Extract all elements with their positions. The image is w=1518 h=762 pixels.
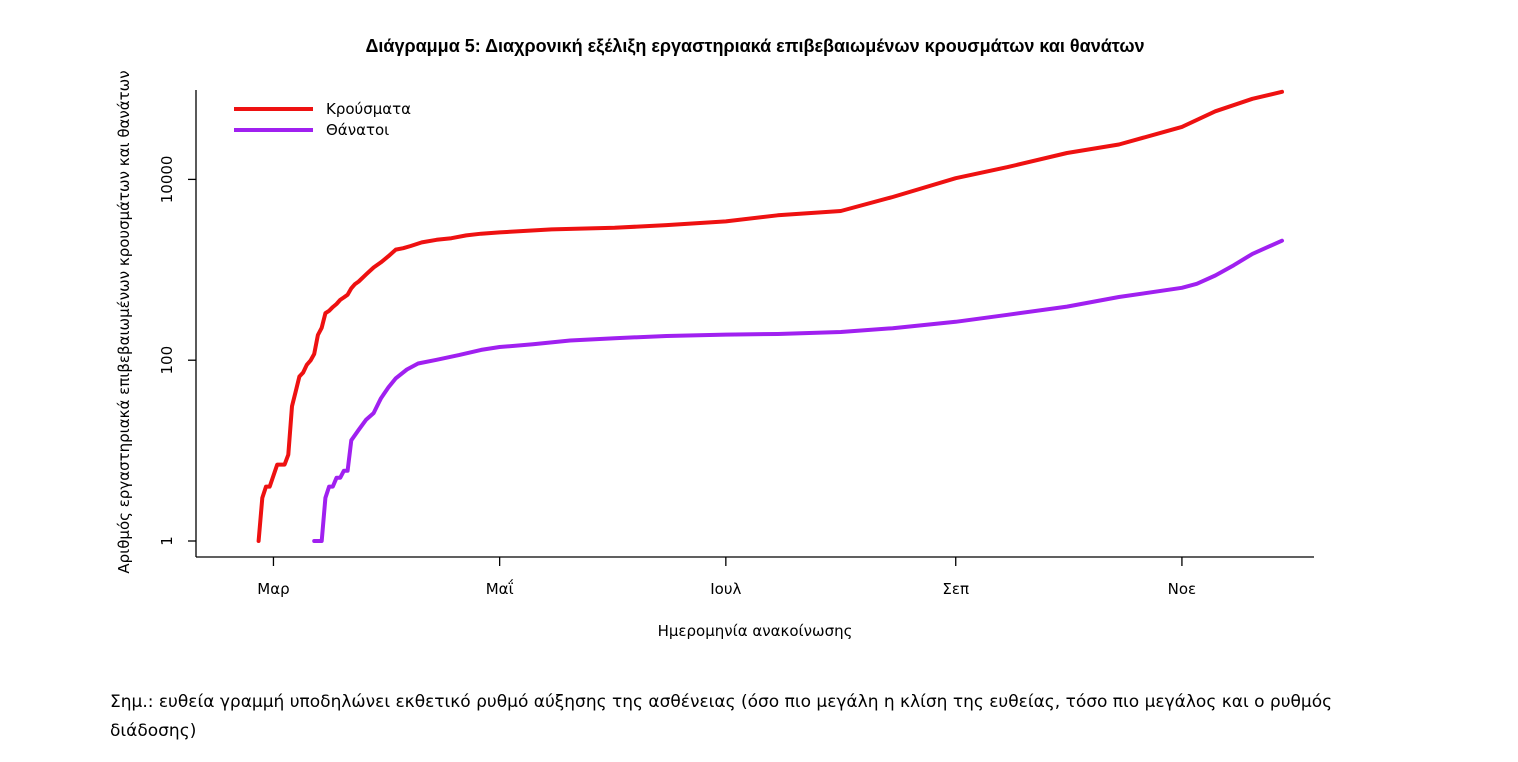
plot-frame (195, 90, 1314, 558)
x-axis-label: Ημερομηνία ανακοίνωσης (658, 622, 853, 640)
x-axis-ticks: Μαρ Μαΐ Ιουλ Σεπ Νοε (257, 557, 1196, 598)
y-tick-label: 10000 (158, 156, 176, 204)
legend-label-2: Θάνατοι (326, 121, 389, 139)
chart-title: Διάγραμμα 5: Διαχρονική εξέλιξη εργαστηρ… (365, 36, 1144, 57)
x-tick-label: Μαΐ (486, 578, 514, 598)
y-axis-label: Αριθμός εργαστηριακά επιβεβαιωμένων κρου… (115, 70, 133, 573)
y-tick-label: 100 (158, 346, 176, 375)
x-tick-label: Μαρ (257, 580, 289, 598)
y-axis-ticks: 1 100 10000 (158, 156, 196, 546)
series-lines (256, 89, 1284, 543)
x-tick-label: Σεπ (942, 580, 969, 598)
legend-label-1: Κρούσματα (326, 100, 411, 118)
series-line-1 (256, 89, 1284, 543)
y-tick-label: 1 (158, 536, 176, 546)
series-line-2 (312, 238, 1284, 543)
line-chart: Διάγραμμα 5: Διαχρονική εξέλιξη εργαστηρ… (115, 36, 1314, 640)
x-tick-label: Νοε (1168, 580, 1197, 598)
x-tick-label: Ιουλ (710, 580, 741, 598)
chart-note: Σημ.: ευθεία γραμμή υποδηλώνει εκθετικό … (110, 692, 1333, 741)
chart-legend: Κρούσματα Θάνατοι (234, 100, 411, 139)
